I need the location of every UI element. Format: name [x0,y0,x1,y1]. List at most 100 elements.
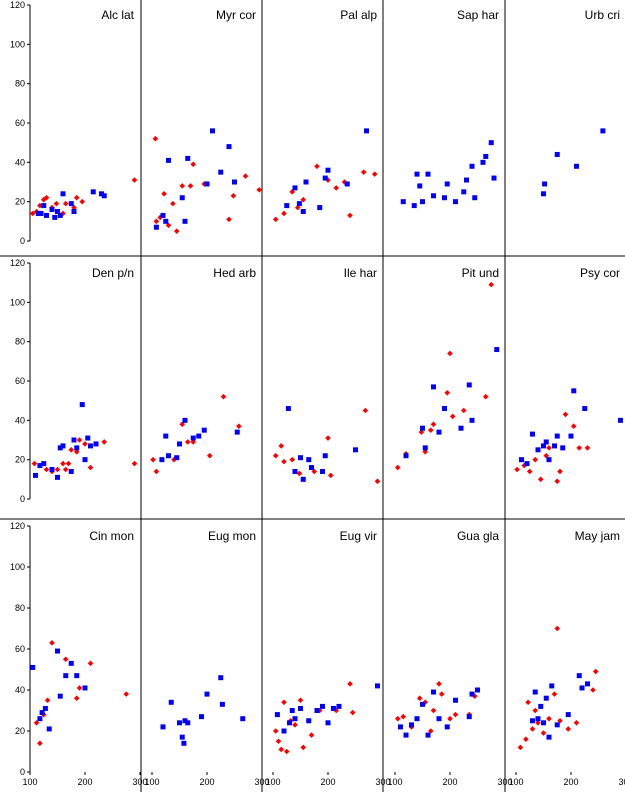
data-point-red [416,695,423,701]
data-point-red [179,421,186,428]
y-tick-label: 0 [20,494,25,504]
data-point-blue [325,720,331,726]
data-point-red [308,732,315,738]
y-tick-label: 60 [15,376,25,386]
panel-title: Pit und [462,266,499,280]
panel-title: Ile har [344,266,377,280]
data-point-blue [576,673,582,679]
data-point-blue [344,181,350,187]
data-point-blue [274,712,280,718]
data-point-red [554,625,561,632]
data-point-red [557,717,563,724]
data-point-blue [234,429,240,435]
data-point-blue [46,726,52,732]
data-point-blue [417,183,423,189]
data-point-blue [42,705,48,711]
data-point-red [289,456,296,463]
data-point-blue [74,445,80,451]
data-point-red [521,462,528,469]
data-point-blue [600,128,606,134]
data-point-red [179,183,186,189]
data-point-red [532,456,539,463]
data-point-blue [444,181,450,187]
x-tick-label: 100 [22,777,37,787]
data-point-blue [57,693,63,699]
y-tick-label: 120 [10,258,25,268]
data-point-blue [285,406,291,412]
panel-title: Psy cor [580,266,620,280]
data-point-blue [549,683,555,689]
data-point-blue [469,417,475,423]
data-point-blue [60,443,66,449]
data-point-blue [37,716,43,722]
data-point-blue [201,427,207,433]
data-point-blue [33,472,38,478]
data-point-blue [543,695,549,701]
data-point-blue [63,673,69,679]
data-point-blue [325,167,331,173]
data-point-blue [585,681,590,687]
panel-title: Gua gla [457,529,499,543]
data-point-red [101,439,108,445]
data-point-blue [292,468,298,474]
data-point-red [300,196,307,203]
data-point-red [206,452,213,459]
data-point-blue [442,195,447,201]
data-point-blue [298,705,303,711]
data-point-blue [546,734,552,740]
data-point-red [281,699,287,706]
data-point-blue [82,685,88,691]
data-point-blue [320,468,325,474]
data-point-blue [196,433,202,439]
data-point-red [256,187,263,193]
y-tick-label: 120 [10,521,25,531]
data-point-blue [422,445,428,451]
data-point-blue [317,205,323,211]
x-tick-label: 100 [265,777,280,787]
data-point-blue [565,712,571,718]
data-point-blue [466,382,472,388]
data-point-red [438,691,445,697]
data-point-blue [68,201,74,207]
data-point-red [153,468,160,475]
data-point-red [283,748,290,755]
data-point-red [347,212,353,219]
data-point-blue [336,703,342,709]
data-point-red [73,695,80,701]
data-point-red [314,163,320,170]
data-point-blue [403,732,409,738]
data-point-blue [166,157,171,163]
data-point-red [294,204,301,211]
data-point-red [220,393,227,400]
panel-title: Sap har [457,8,499,22]
data-point-blue [543,439,549,445]
x-tick-label: 200 [199,777,214,787]
data-point-red [514,466,520,473]
x-tick-label: 300 [497,777,512,787]
data-point-blue [55,474,60,480]
data-point-red [275,738,282,745]
data-point-blue [204,181,210,187]
data-point-blue [458,425,464,431]
data-point-blue [182,718,188,724]
data-point-blue [57,445,63,451]
data-point-blue [300,209,306,214]
data-point-blue [163,218,169,224]
data-point-red [65,460,72,467]
data-point-red [87,464,94,471]
data-point-red [316,707,323,714]
data-point-blue [281,728,287,734]
data-point-red [82,441,88,447]
data-point-red [400,713,407,720]
data-point-red [444,390,451,396]
data-point-blue [182,218,188,224]
data-point-blue [300,476,306,482]
data-point-blue [289,708,295,713]
y-tick-label: 20 [15,455,25,465]
data-point-blue [41,203,47,209]
data-point-red [43,466,50,473]
x-tick-label: 200 [320,777,335,787]
data-point-red [29,210,36,217]
data-point-blue [314,708,320,713]
